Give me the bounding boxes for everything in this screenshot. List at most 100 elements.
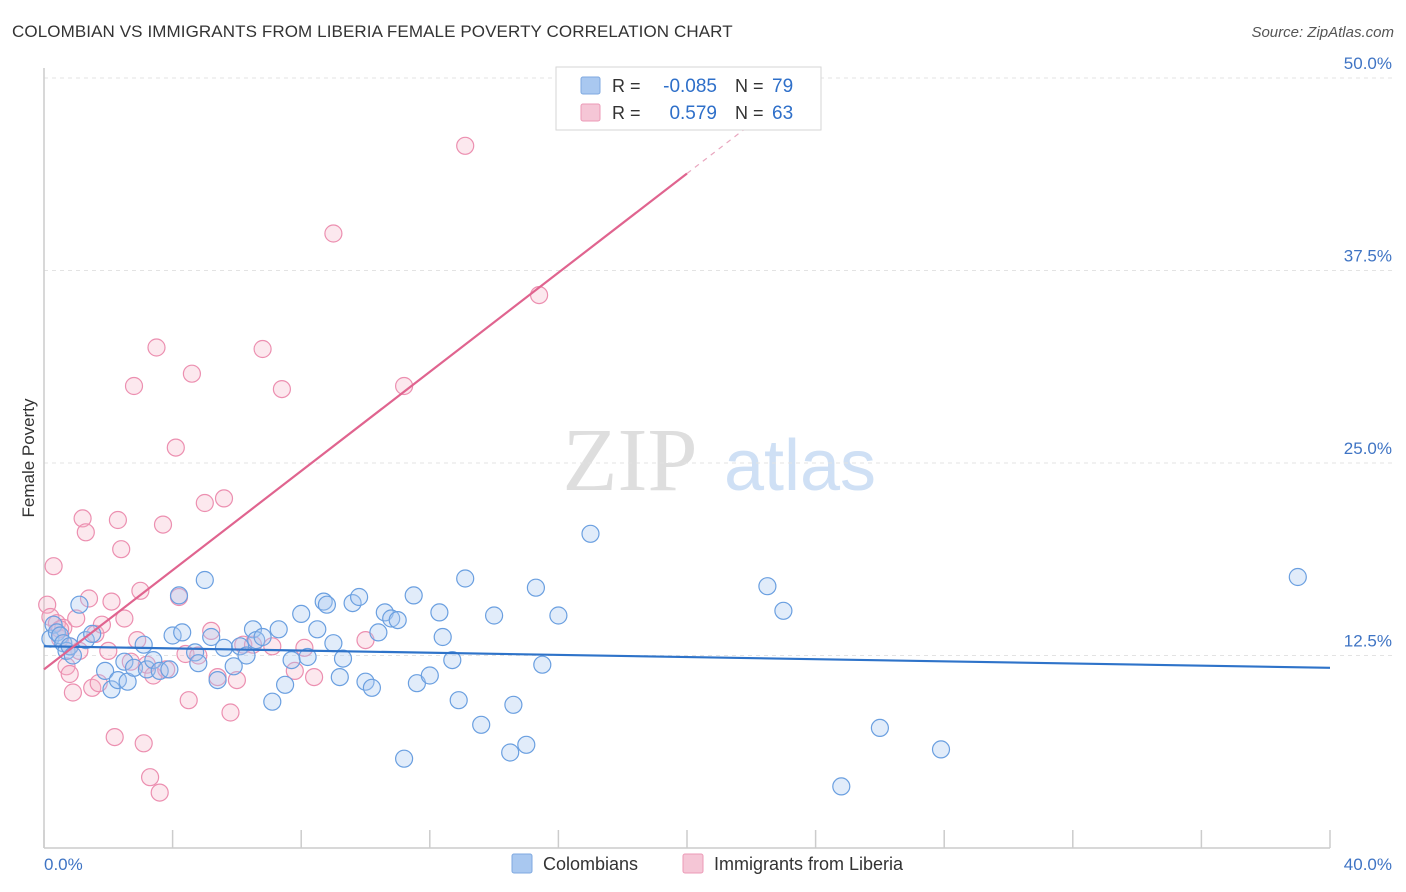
- colombian-point-19: [144, 650, 163, 670]
- stats-r-value-pink: 0.579: [669, 103, 717, 124]
- liberia-point-33: [150, 783, 169, 802]
- liberia-trend-line: [43, 172, 688, 671]
- liberia-point-7: [60, 664, 79, 684]
- liberia-point-28: [134, 734, 153, 753]
- colombian-point-67: [485, 606, 504, 625]
- colombian-point-31: [224, 657, 243, 676]
- colombian-point-55: [382, 609, 401, 628]
- liberia-point-2: [44, 557, 63, 576]
- liberia-point-43: [202, 621, 221, 641]
- liberia-point-60: [529, 286, 549, 305]
- liberia-point-52: [272, 380, 291, 399]
- gridlines: [44, 77, 1392, 656]
- colombian-point-28: [202, 627, 221, 647]
- liberia-point-36: [166, 438, 185, 457]
- colombian-point-41: [292, 604, 311, 624]
- colombian-point-70: [517, 735, 536, 754]
- liberia-point-59: [456, 136, 475, 155]
- x-max-label: 40.0%: [1344, 855, 1392, 874]
- stats-n-label-pink: N =: [735, 103, 764, 123]
- liberia-point-8: [63, 683, 83, 702]
- colombian-point-14: [115, 652, 134, 671]
- liberia-point-39: [179, 691, 198, 710]
- liberia-point-9: [67, 609, 86, 628]
- liberia-point-23: [115, 609, 134, 628]
- colombian-point-58: [404, 586, 423, 605]
- legend-swatch-liberia: [682, 853, 704, 874]
- colombian-point-76: [774, 601, 793, 620]
- liberia-point-53: [285, 661, 304, 681]
- liberia-point-20: [105, 727, 124, 747]
- colombian-point-53: [369, 623, 388, 642]
- colombian-point-7: [63, 646, 83, 665]
- colombian-point-29: [208, 670, 227, 690]
- colombian-point-44: [314, 592, 333, 611]
- colombian-point-78: [870, 718, 890, 738]
- colombian-point-12: [102, 680, 121, 699]
- colombian-point-61: [430, 603, 449, 622]
- legend-label-liberia: Immigrants from Liberia: [714, 854, 904, 874]
- liberia-point-50: [253, 339, 272, 359]
- colombian-point-77: [832, 777, 851, 796]
- liberia-point-55: [305, 667, 324, 687]
- liberia-point-21: [108, 510, 128, 530]
- colombian-point-47: [330, 667, 349, 687]
- colombian-point-79: [931, 740, 951, 759]
- colombian-point-45: [317, 595, 336, 614]
- legend: Colombians Immigrants from Liberia: [511, 853, 904, 874]
- y-tick-labels: 12.5% 25.0% 37.5% 50.0%: [1344, 54, 1392, 651]
- colombian-point-68: [501, 743, 520, 762]
- liberia-point-22: [112, 540, 131, 559]
- colombian-point-37: [263, 692, 282, 711]
- liberia-point-34: [153, 515, 173, 534]
- liberia-point-27: [131, 581, 150, 600]
- colombian-point-69: [504, 695, 523, 714]
- stats-n-value-blue: 79: [772, 76, 793, 97]
- colombian-point-80: [1288, 567, 1307, 587]
- watermark-zip: ZIP: [563, 411, 698, 510]
- colombian-point-17: [134, 635, 153, 654]
- colombian-point-52: [362, 678, 381, 697]
- chart-title: COLOMBIAN VS IMMIGRANTS FROM LIBERIA FEM…: [12, 22, 733, 41]
- stats-box: R = -0.085 N = 79 R = 0.579 N = 63: [555, 66, 822, 131]
- legend-swatch-colombians: [511, 853, 533, 874]
- x-min-label: 0.0%: [44, 855, 83, 874]
- liberia-point-41: [189, 646, 208, 665]
- colombian-point-42: [298, 647, 317, 667]
- liberia-point-42: [195, 493, 214, 513]
- colombian-point-74: [581, 524, 600, 543]
- colombian-point-56: [388, 610, 407, 630]
- colombian-point-38: [269, 620, 288, 639]
- colombian-point-23: [169, 586, 189, 605]
- colombian-point-40: [282, 650, 301, 670]
- liberia-point-25: [124, 376, 144, 396]
- colombian-point-73: [549, 606, 568, 625]
- colombian-point-33: [237, 646, 256, 665]
- liberia-point-32: [147, 338, 166, 357]
- trend-lines: [43, 111, 1331, 671]
- colombian-point-65: [456, 569, 475, 588]
- stats-r-value-blue: -0.085: [663, 76, 717, 97]
- colombian-point-48: [333, 649, 353, 668]
- colombian-point-75: [758, 577, 777, 596]
- liberia-points: [38, 136, 549, 802]
- liberia-point-40: [182, 364, 201, 383]
- colombian-point-11: [95, 661, 115, 681]
- colombian-point-71: [526, 578, 546, 597]
- colombian-point-24: [173, 623, 192, 642]
- colombian-point-62: [433, 627, 452, 647]
- colombian-point-27: [195, 570, 214, 590]
- colombian-point-57: [395, 749, 414, 768]
- colombian-point-21: [160, 660, 179, 679]
- colombian-point-30: [214, 638, 234, 657]
- stats-swatch-pink: [580, 103, 601, 122]
- liberia-point-46: [221, 703, 240, 722]
- colombian-point-36: [253, 627, 272, 647]
- watermark-atlas: atlas: [724, 426, 876, 506]
- liberia-point-30: [141, 768, 160, 787]
- y-axis-label: Female Poverty: [19, 398, 38, 518]
- colombian-point-50: [350, 587, 369, 607]
- liberia-point-11: [73, 509, 92, 528]
- colombian-point-43: [308, 620, 327, 639]
